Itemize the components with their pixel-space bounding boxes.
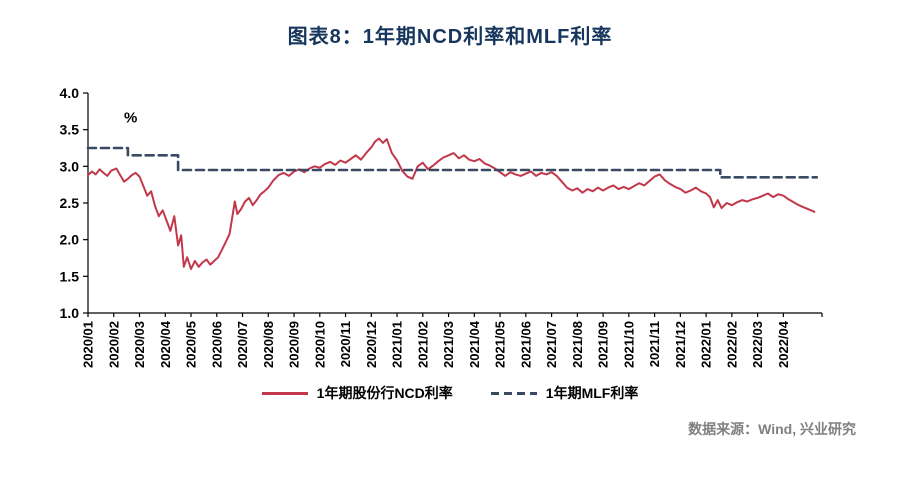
data-source: 数据来源：Wind, 兴业研究: [688, 421, 856, 437]
y-tick-label: 3.0: [60, 158, 80, 174]
legend-label-ncd: 1年期股份行NCD利率: [316, 385, 453, 401]
x-tick-label: 2022/02: [724, 321, 739, 368]
y-tick-label: 3.5: [60, 122, 80, 138]
x-tick-label: 2021/05: [493, 321, 508, 368]
x-tick-label: 2020/02: [106, 321, 121, 368]
x-tick-label: 2021/06: [518, 321, 533, 368]
y-tick-label: 2.0: [60, 232, 80, 248]
x-tick-label: 2020/07: [235, 321, 250, 368]
x-tick-label: 2020/04: [158, 320, 173, 368]
x-tick-label: 2022/03: [750, 321, 765, 368]
x-tick-label: 2021/04: [467, 320, 482, 368]
x-tick-label: 2021/01: [390, 321, 405, 368]
x-tick-label: 2020/05: [184, 321, 199, 368]
x-tick-label: 2020/09: [287, 321, 302, 368]
y-tick-label: 4.0: [60, 85, 80, 101]
legend-item-ncd: 1年期股份行NCD利率: [261, 383, 453, 403]
x-tick-label: 2020/11: [338, 321, 353, 367]
x-tick-label: 2020/03: [132, 321, 147, 368]
line-chart: 1.0 1.5 2.0 2.5 3.0 3.5 4.0 2020/01 2020/02 2020/…: [60, 85, 823, 368]
mlf-rate-line: [86, 146, 819, 179]
x-tick-label: 2022/04: [776, 320, 791, 368]
x-tick-label: 2021/11: [647, 321, 662, 367]
legend-item-mlf: 1年期MLF利率: [490, 383, 639, 403]
x-tick-label: 2020/10: [312, 321, 327, 368]
x-tick-label: 2021/08: [570, 321, 585, 368]
x-tick-label: 2020/08: [261, 321, 276, 368]
x-tick-label: 2021/07: [544, 321, 559, 368]
x-tick-label: 2021/12: [673, 321, 688, 368]
y-tick-label: 1.0: [60, 305, 80, 321]
chart-legend: 1年期股份行NCD利率 1年期MLF利率: [0, 383, 900, 403]
x-tick-label: 2020/12: [364, 321, 379, 368]
x-tick-label: 2021/09: [596, 321, 611, 368]
y-tick-label: 1.5: [60, 268, 80, 284]
ncd-line-sample: [261, 391, 308, 395]
chart-title: 图表8：1年期NCD利率和MLF利率: [287, 26, 613, 48]
x-tick-label: 2022/01: [699, 321, 714, 368]
x-tick-label: 2020/01: [81, 321, 96, 368]
y-tick-label: 2.5: [60, 195, 80, 211]
x-tick-label: 2021/03: [441, 321, 456, 368]
x-tick-label: 2021/02: [415, 321, 430, 368]
mlf-line-sample: [490, 391, 537, 395]
y-unit-label: %: [124, 109, 137, 126]
legend-label-mlf: 1年期MLF利率: [545, 385, 639, 401]
ncd-rate-line: [87, 137, 816, 270]
x-tick-label: 2020/06: [209, 321, 224, 368]
x-tick-label: 2021/10: [621, 321, 636, 368]
